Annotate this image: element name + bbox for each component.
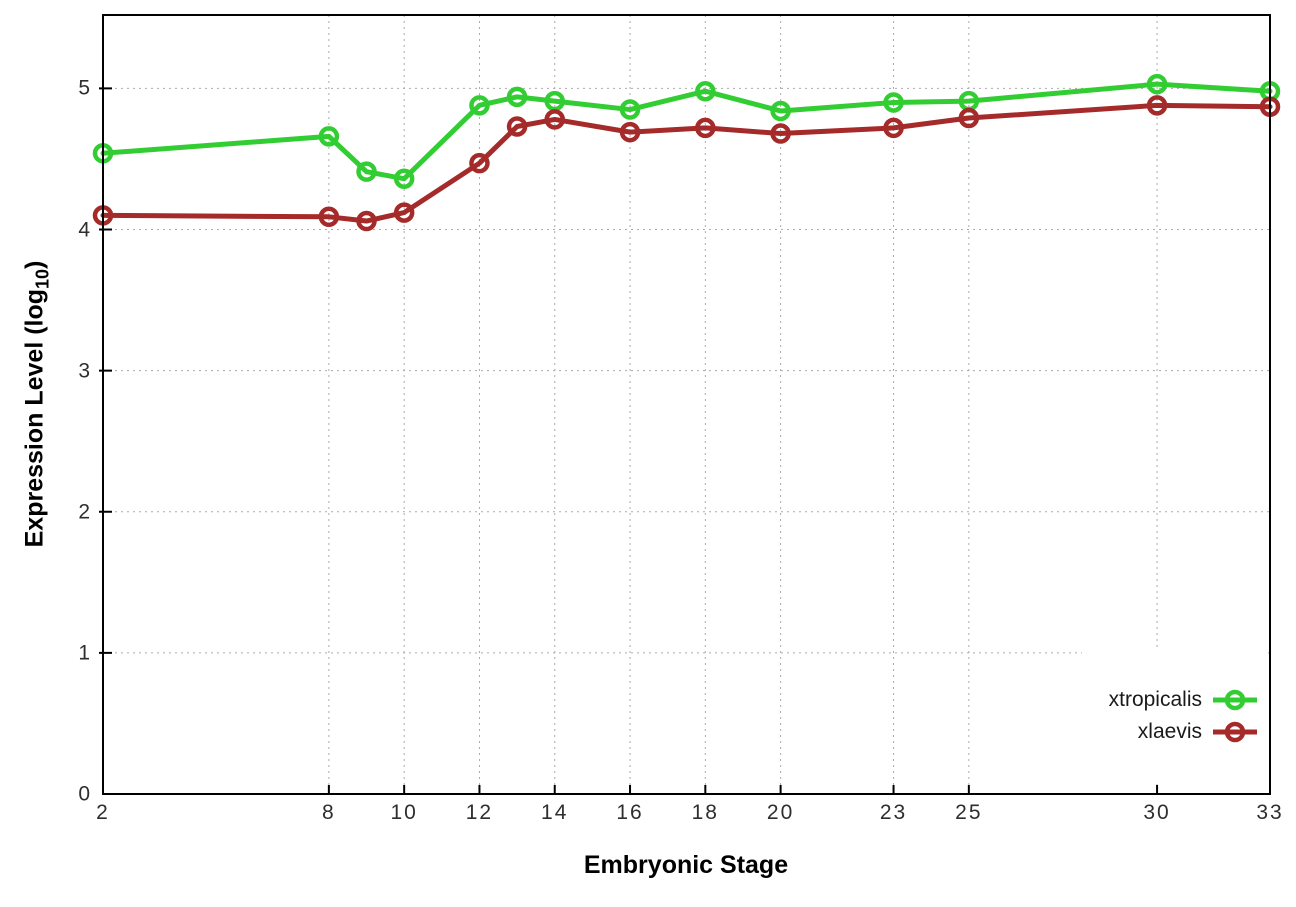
data-point-xtropicalis-23	[883, 92, 904, 113]
x-tick-label-30: 30	[1143, 801, 1171, 824]
data-point-xlaevis-20	[770, 123, 791, 144]
data-point-xtropicalis-20	[770, 100, 791, 122]
data-point-xlaevis-13	[506, 116, 528, 137]
data-point-xtropicalis-14	[544, 90, 565, 112]
data-point-xlaevis-30	[1146, 95, 1168, 116]
data-point-xtropicalis-18	[695, 80, 716, 102]
x-tick-label-20: 20	[766, 801, 795, 824]
x-axis-title: Embryonic Stage	[583, 851, 789, 879]
data-point-xtropicalis-10	[393, 168, 415, 189]
x-tick-label-18: 18	[691, 801, 719, 824]
x-tick-label-10: 10	[390, 801, 418, 824]
data-point-xlaevis-9	[356, 210, 377, 232]
y-tick-label-5: 5	[78, 76, 92, 100]
legend-item-xlaevis: xlaevis	[1138, 718, 1258, 746]
legend-swatch-xtropicalis-icon	[1213, 689, 1257, 711]
data-point-xlaevis-25	[958, 107, 980, 129]
data-point-xtropicalis-30	[1146, 73, 1168, 95]
x-tick-label-23: 23	[879, 801, 908, 824]
data-point-xlaevis-8	[318, 206, 340, 228]
data-point-xlaevis-14	[544, 109, 565, 130]
data-point-xtropicalis-13	[506, 86, 528, 108]
y-tick-label-4: 4	[78, 218, 92, 241]
y-axis-title-close: )	[20, 260, 49, 269]
legend-item-xtropicalis: xtropicalis	[1109, 686, 1258, 714]
data-point-xtropicalis-9	[356, 161, 377, 182]
data-point-xtropicalis-12	[469, 95, 490, 116]
x-tick-label-25: 25	[955, 801, 983, 824]
y-tick-label-2: 2	[78, 500, 92, 524]
legend-label-xtropicalis: xtropicalis	[1108, 688, 1202, 711]
data-point-xlaevis-16	[619, 121, 641, 143]
y-tick-label-0: 0	[78, 782, 92, 806]
y-tick-label-1: 1	[78, 641, 92, 665]
x-tick-label-12: 12	[465, 801, 494, 824]
y-axis-title-text: Expression Level (log	[20, 288, 49, 548]
x-tick-label-8: 8	[322, 801, 336, 824]
x-tick-label-2: 2	[96, 801, 110, 824]
plot-frame	[102, 14, 1271, 795]
x-tick-label-16: 16	[616, 801, 644, 824]
data-point-xlaevis-10	[393, 202, 415, 223]
x-tick-label-33: 33	[1256, 801, 1284, 824]
data-point-xtropicalis-16	[619, 99, 641, 120]
series-line-xlaevis	[100, 102, 1273, 224]
data-point-xtropicalis-8	[318, 126, 340, 147]
legend-swatch-xlaevis-icon	[1213, 721, 1257, 743]
y-axis-title-subscript: 10	[32, 268, 53, 289]
y-axis-title: Expression Level (log10)	[21, 261, 54, 548]
data-point-xlaevis-23	[883, 117, 904, 139]
legend-label-xlaevis: xlaevis	[1137, 720, 1202, 743]
x-tick-label-14: 14	[541, 801, 569, 824]
data-point-xlaevis-12	[469, 152, 490, 174]
y-tick-label-3: 3	[78, 359, 92, 383]
legend: xtropicalis xlaevis	[1082, 648, 1268, 784]
data-point-xlaevis-18	[695, 117, 716, 139]
